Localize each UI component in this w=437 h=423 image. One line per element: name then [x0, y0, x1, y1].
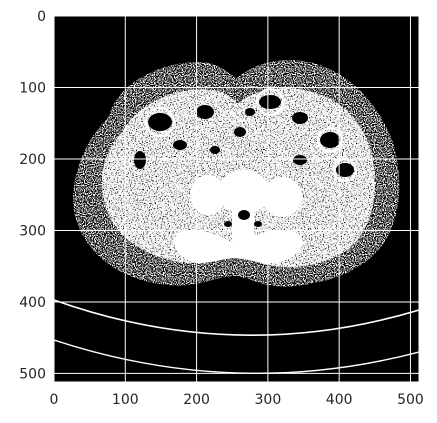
x-tick-label: 300 — [255, 392, 282, 408]
y-tick-label: 400 — [19, 295, 46, 311]
y-axis-ticks: 0 100 200 300 400 500 — [19, 9, 46, 382]
x-tick-label: 100 — [112, 392, 139, 408]
y-tick-label: 500 — [19, 366, 46, 382]
y-tick-label: 200 — [19, 152, 46, 168]
spinal-canal — [224, 210, 262, 227]
psoas-left — [190, 175, 226, 215]
bowel-loops — [134, 95, 354, 177]
vertebral-body — [218, 170, 270, 214]
axes-frame — [53, 15, 420, 383]
y-tick-label: 300 — [19, 223, 46, 239]
x-tick-label: 500 — [397, 392, 424, 408]
x-tick-label: 0 — [50, 392, 59, 408]
scanner-table-arc-upper — [54, 299, 419, 336]
psoas-right — [262, 177, 302, 217]
x-tick-label: 200 — [183, 392, 210, 408]
ct-image — [54, 16, 419, 382]
y-tick-label: 0 — [37, 9, 46, 25]
x-tick-label: 400 — [326, 392, 353, 408]
x-axis-ticks: 0 100 200 300 400 500 — [50, 392, 424, 408]
y-tick-label: 100 — [19, 80, 46, 96]
paraspinal-muscles — [174, 230, 303, 264]
